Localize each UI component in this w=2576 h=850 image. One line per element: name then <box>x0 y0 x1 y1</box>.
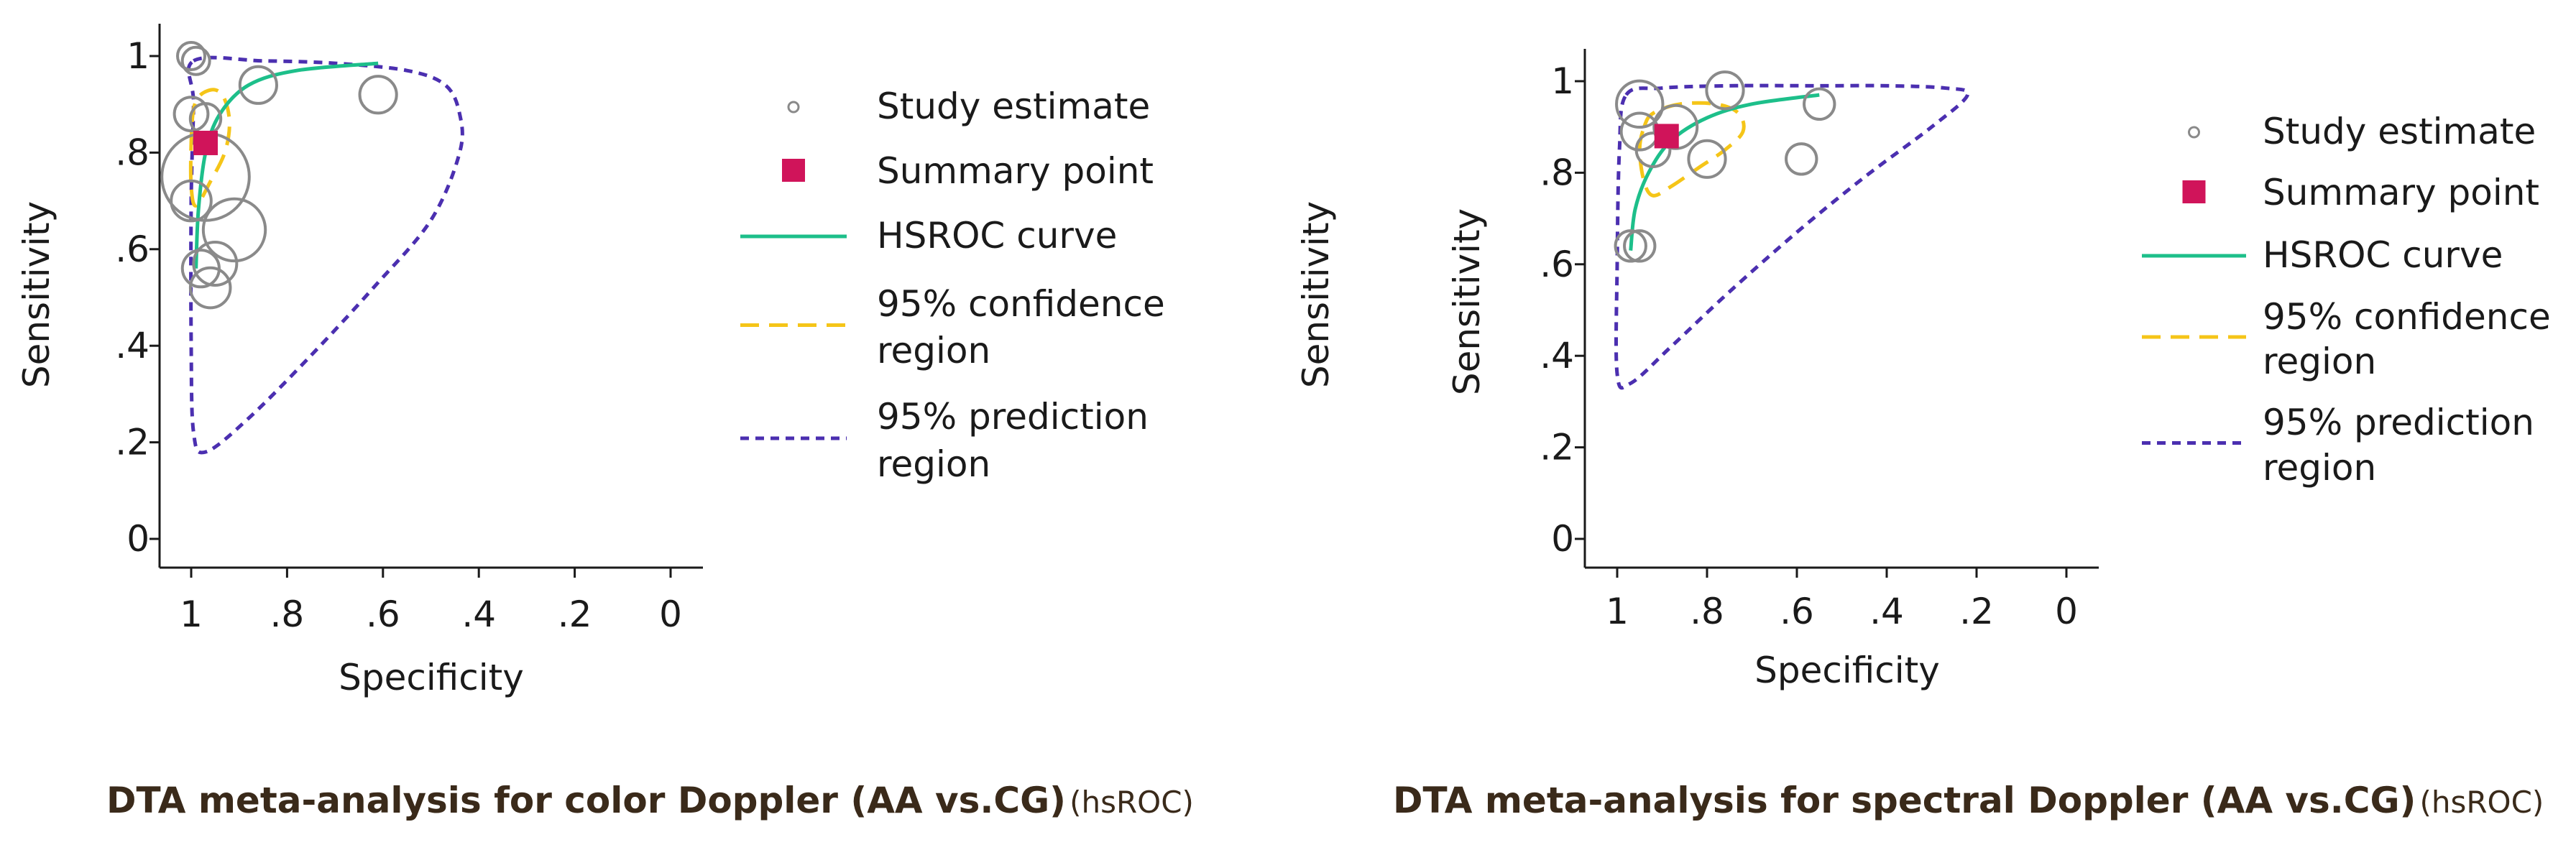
hsroc-curve <box>194 61 379 269</box>
y-tick-label: .4 <box>1540 335 1574 377</box>
y-tick-label: 1 <box>1551 60 1574 102</box>
prediction-region <box>1614 83 1970 390</box>
caption-color-doppler: DTA meta-analysis for color Doppler (AA … <box>106 780 1194 821</box>
y-axis-label: Sensitivity <box>16 201 58 388</box>
prediction-region <box>186 55 464 455</box>
legend-prediction-label-1: 95% prediction <box>2263 402 2534 443</box>
study-circle <box>1615 79 1665 129</box>
study-circle <box>1652 103 1699 150</box>
legend-prediction-label-1: 95% prediction <box>877 396 1149 438</box>
legend: Study estimate Summary point HSROC curve… <box>740 86 1165 485</box>
caption-color-doppler-title: DTA meta-analysis for color Doppler (AA … <box>106 780 1066 821</box>
caption-spectral-doppler-method: (hsROC) <box>2419 785 2544 820</box>
x-axis-label: Specificity <box>1754 650 1940 691</box>
study-circle <box>170 179 213 223</box>
legend-prediction-label-2: region <box>877 443 990 485</box>
legend-confidence-label-1: 95% confidence <box>2263 296 2551 338</box>
x-tick-label: 0 <box>2055 591 2078 632</box>
legend-summary-symbol <box>782 159 805 182</box>
x-tick-label: 1 <box>180 593 203 635</box>
x-tick-label: .2 <box>558 593 592 635</box>
legend-study-circle <box>2188 126 2200 139</box>
x-tick-label: .6 <box>366 593 400 635</box>
study-circle <box>1614 229 1647 263</box>
y-tick-label: .6 <box>1540 244 1574 285</box>
study-circle <box>1785 142 1818 176</box>
confidence-region-outline <box>188 88 231 208</box>
legend-summary-symbol <box>2182 180 2206 203</box>
y-axis-outer-label: Sensitivity <box>1295 201 1337 388</box>
legend-summary-label: Summary point <box>2263 172 2539 213</box>
legend-study-symbol <box>2188 126 2200 139</box>
y-axis: 0 .2 .4 .6 .8 1 <box>115 24 161 568</box>
legend-hsroc-label: HSROC curve <box>877 215 1117 257</box>
study-circle <box>358 75 398 115</box>
legend-confidence-label-2: region <box>2263 341 2376 382</box>
legend-study-symbol <box>787 101 800 114</box>
study-circle <box>201 197 267 263</box>
y-tick-label: .8 <box>115 131 150 173</box>
x-tick-label: 1 <box>1606 591 1629 632</box>
legend-prediction-label-2: region <box>2263 447 2376 489</box>
study-circle <box>172 96 210 133</box>
legend: Study estimate Summary point HSROC curve… <box>2142 111 2551 489</box>
study-estimates <box>1614 70 1836 263</box>
legend-summary-label: Summary point <box>877 150 1154 192</box>
y-tick-label: .2 <box>115 422 150 463</box>
x-tick-label: .8 <box>270 593 305 635</box>
y-tick-label: 0 <box>1551 518 1574 560</box>
confidence-region-outline <box>1637 101 1746 198</box>
study-circle <box>176 41 206 71</box>
hsroc-plot-spectral-doppler: Sensitivity 0 .2 .4 .6 .8 1 1 .8 .6 .4 .2 0 Sensit… <box>1295 49 2551 691</box>
x-axis-label: Specificity <box>339 657 524 698</box>
x-axis: 1 .8 .6 .4 .2 0 <box>1585 566 2099 632</box>
caption-spectral-doppler: DTA meta-analysis for spectral Doppler (… <box>1393 780 2544 821</box>
x-tick-label: .4 <box>1869 591 1904 632</box>
y-tick-label: .2 <box>1540 427 1574 468</box>
caption-spectral-doppler-title: DTA meta-analysis for spectral Doppler (… <box>1393 780 2416 821</box>
y-tick-label: .4 <box>115 325 150 366</box>
study-circle <box>1687 139 1727 179</box>
x-tick-label: .2 <box>1959 591 1994 632</box>
caption-color-doppler-method: (hsROC) <box>1070 785 1194 820</box>
y-tick-label: .8 <box>1540 152 1574 193</box>
prediction-region-outline <box>186 55 464 455</box>
legend-confidence-label-1: 95% confidence <box>877 283 1165 325</box>
legend-study-label: Study estimate <box>877 86 1150 127</box>
legend-hsroc-label: HSROC curve <box>2263 234 2503 276</box>
study-circle <box>188 266 232 310</box>
legend-summary-square <box>2182 180 2206 203</box>
summary-square <box>193 130 218 155</box>
legend-study-circle <box>787 101 800 114</box>
confidence-region <box>1637 101 1746 198</box>
x-tick-label: .8 <box>1690 591 1724 632</box>
legend-summary-square <box>782 159 805 182</box>
confidence-region <box>188 88 231 208</box>
y-tick-label: 0 <box>126 518 150 560</box>
legend-confidence-label-2: region <box>877 330 990 371</box>
study-circle <box>238 65 278 105</box>
y-axis-label: Sensitivity <box>1446 208 1488 395</box>
y-axis: 0 .2 .4 .6 .8 1 <box>1540 49 1586 568</box>
x-axis: 1 .8 .6 .4 .2 0 <box>160 566 703 635</box>
summary-square <box>1654 124 1679 149</box>
study-circle <box>1705 70 1745 111</box>
x-tick-label: .4 <box>461 593 496 635</box>
study-circle <box>1634 131 1672 168</box>
study-circle <box>192 240 239 287</box>
x-tick-label: .6 <box>1780 591 1814 632</box>
study-circle <box>1623 229 1657 263</box>
x-tick-label: 0 <box>659 593 682 635</box>
summary-point <box>193 130 218 155</box>
study-circle <box>1803 87 1836 121</box>
y-tick-label: .6 <box>115 228 150 270</box>
study-circle <box>180 45 211 76</box>
y-tick-label: 1 <box>126 35 150 77</box>
hsroc-curve-line <box>194 61 379 269</box>
hsroc-plot-color-doppler: 0 .2 .4 .6 .8 1 1 .8 .6 .4 .2 0 Sensitivity Specif… <box>16 24 1165 698</box>
summary-point <box>1654 124 1679 149</box>
prediction-region-outline <box>1614 83 1970 390</box>
legend-study-label: Study estimate <box>2263 111 2536 152</box>
